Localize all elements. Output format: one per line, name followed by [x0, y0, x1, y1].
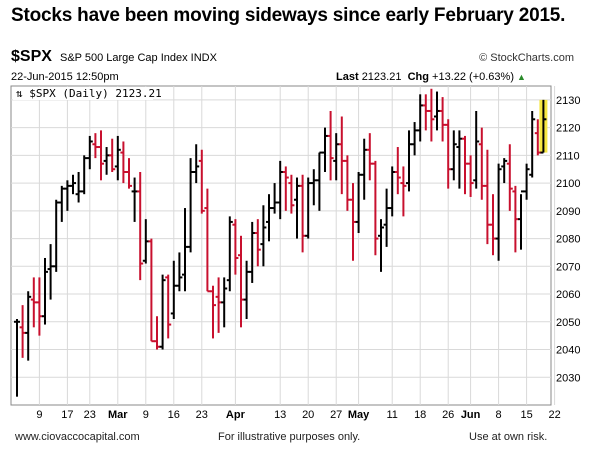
y-tick-label: 2120 [556, 123, 580, 135]
x-tick-label: 27 [330, 409, 342, 421]
index-description: S&P 500 Large Cap Index INDX [60, 52, 217, 64]
last-value: 2123.21 [361, 71, 402, 83]
y-tick-label: 2070 [556, 261, 580, 273]
y-tick-label: 2130 [556, 95, 580, 107]
x-tick-label: 13 [274, 409, 286, 421]
y-tick-label: 2080 [556, 234, 580, 246]
x-tick-label: 23 [196, 409, 208, 421]
plot-frame [10, 85, 552, 406]
x-tick-label: 26 [442, 409, 454, 421]
x-tick-label: 8 [496, 409, 502, 421]
y-tick-label: 2050 [556, 317, 580, 329]
x-tick-label: May [348, 409, 370, 421]
x-tick-label: 16 [168, 409, 180, 421]
footer-disclaimer: For illustrative purposes only. [218, 431, 361, 443]
headline: Stocks have been moving sideways since e… [11, 5, 566, 26]
legend-box [13, 87, 153, 100]
y-tick-label: 2090 [556, 206, 580, 218]
y-tick-label: 2060 [556, 289, 580, 301]
quote-summary: Last 2123.21 Chg +13.22 (+0.63%) ▲ [336, 71, 526, 83]
chg-label: Chg [407, 71, 429, 83]
x-tick-label: Jun [461, 409, 481, 421]
y-tick-label: 2110 [556, 150, 580, 162]
chg-value: +13.22 (+0.63%) [432, 71, 514, 83]
chart-date: 22-Jun-2015 12:50pm [11, 71, 119, 83]
x-tick-label: 9 [36, 409, 42, 421]
x-tick-label: 23 [84, 409, 96, 421]
x-tick-label: 22 [548, 409, 560, 421]
last-label: Last [336, 71, 359, 83]
up-arrow-icon: ▲ [517, 72, 526, 82]
x-tick-label: 20 [302, 409, 314, 421]
x-tick-label: 9 [143, 409, 149, 421]
x-tick-label: 11 [386, 409, 397, 421]
ticker-symbol: $SPX [11, 48, 52, 65]
y-tick-label: 2030 [556, 372, 580, 384]
x-tick-label: 18 [414, 409, 426, 421]
x-tick-label: Apr [226, 409, 246, 421]
y-tick-label: 2100 [556, 178, 580, 190]
y-tick-label: 2040 [556, 345, 580, 357]
chart-legend: ⇅ $SPX (Daily) 2123.21 [16, 87, 162, 100]
footer-risk: Use at own risk. [469, 431, 548, 443]
stockcharts-brand: © StockCharts.com [479, 52, 574, 64]
x-tick-label: 17 [61, 409, 73, 421]
x-tick-label: Mar [108, 409, 128, 421]
x-tick-label: 15 [520, 409, 532, 421]
footer-website: www.ciovaccocapital.com [15, 431, 140, 443]
